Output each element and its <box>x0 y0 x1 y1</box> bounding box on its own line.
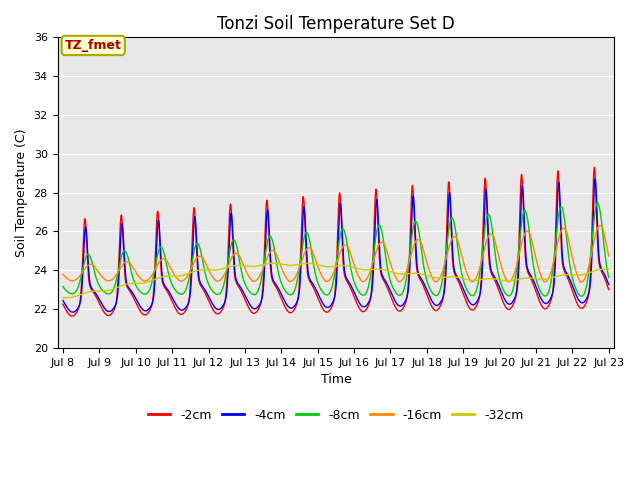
Y-axis label: Soil Temperature (C): Soil Temperature (C) <box>15 128 28 257</box>
-4cm <box>428 298 436 304</box>
-32cm <box>604 266 612 272</box>
-32cm <box>59 295 67 300</box>
-2cm <box>458 288 466 294</box>
Line: -8cm: -8cm <box>63 203 609 296</box>
-4cm <box>489 272 497 277</box>
-8cm <box>59 284 67 289</box>
-8cm <box>605 275 612 280</box>
-2cm <box>489 274 497 280</box>
Legend: -2cm, -4cm, -8cm, -16cm, -32cm: -2cm, -4cm, -8cm, -16cm, -32cm <box>143 404 529 427</box>
-4cm <box>59 298 67 303</box>
-8cm <box>458 272 466 278</box>
-16cm <box>458 253 466 259</box>
Title: Tonzi Soil Temperature Set D: Tonzi Soil Temperature Set D <box>217 15 455 33</box>
-8cm <box>157 244 165 250</box>
-8cm <box>604 272 612 278</box>
-2cm <box>59 301 67 307</box>
X-axis label: Time: Time <box>321 373 351 386</box>
-32cm <box>490 276 497 282</box>
-4cm <box>69 309 77 315</box>
-16cm <box>316 267 323 273</box>
-2cm <box>428 304 436 310</box>
-4cm <box>458 283 466 289</box>
-16cm <box>157 257 165 263</box>
-32cm <box>605 266 612 272</box>
-16cm <box>604 251 612 256</box>
-2cm <box>591 164 598 170</box>
-16cm <box>605 253 612 259</box>
-32cm <box>63 295 70 300</box>
-4cm <box>604 280 612 286</box>
-4cm <box>605 281 612 287</box>
-4cm <box>316 294 323 300</box>
-4cm <box>157 259 165 264</box>
Line: -4cm: -4cm <box>63 179 609 312</box>
Line: -16cm: -16cm <box>63 226 609 282</box>
-32cm <box>428 274 436 280</box>
-16cm <box>59 272 67 277</box>
-16cm <box>428 274 436 279</box>
-32cm <box>316 263 323 268</box>
-8cm <box>428 289 436 295</box>
-16cm <box>489 232 497 238</box>
Line: -2cm: -2cm <box>63 167 609 316</box>
-32cm <box>458 276 466 281</box>
-2cm <box>605 287 612 292</box>
-8cm <box>594 200 602 206</box>
-32cm <box>269 260 277 266</box>
-16cm <box>596 223 604 228</box>
-2cm <box>316 299 323 305</box>
Line: -32cm: -32cm <box>63 263 609 298</box>
-2cm <box>604 285 612 291</box>
-8cm <box>489 233 497 239</box>
Text: TZ_fmet: TZ_fmet <box>65 39 122 52</box>
-4cm <box>591 176 599 182</box>
-8cm <box>578 293 586 299</box>
-2cm <box>68 313 76 319</box>
-2cm <box>157 268 165 274</box>
-32cm <box>157 274 165 280</box>
-16cm <box>577 279 585 285</box>
-8cm <box>316 284 323 289</box>
